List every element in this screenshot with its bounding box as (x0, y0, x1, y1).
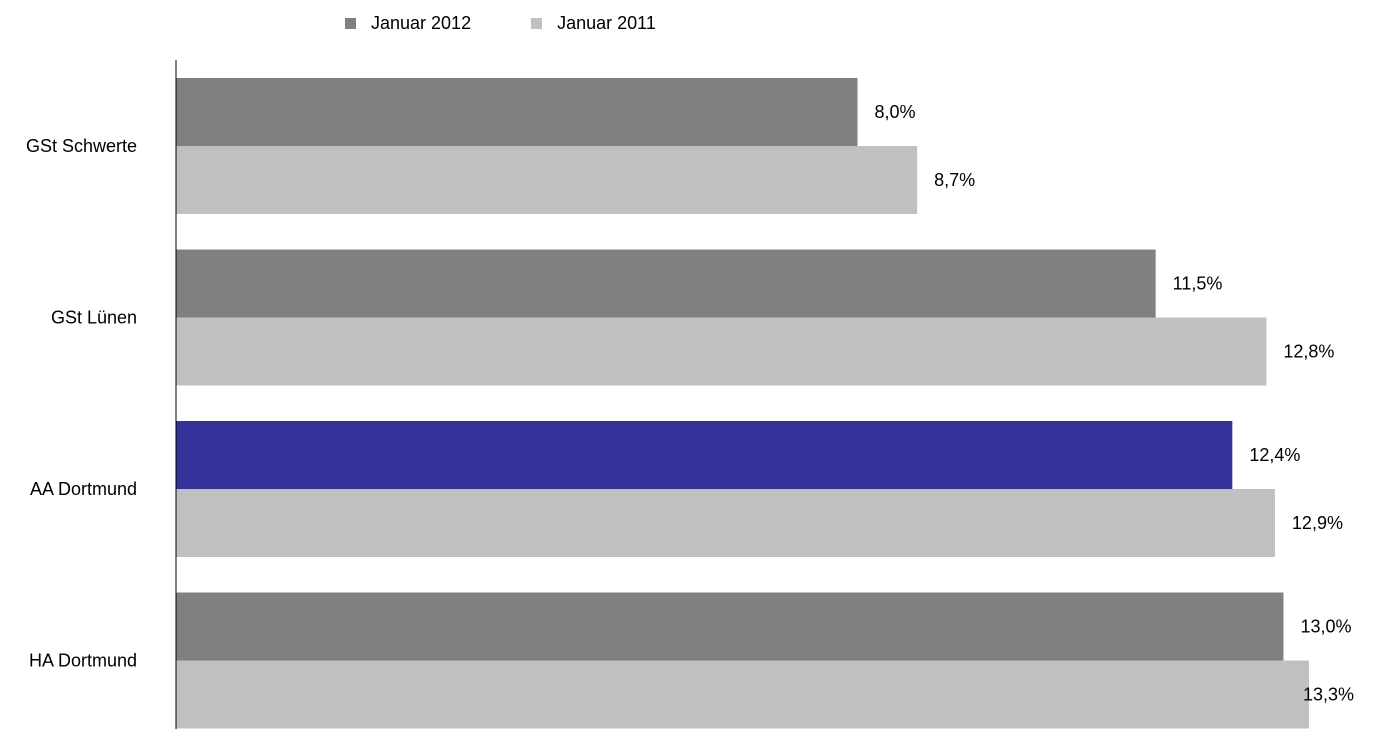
legend: Januar 2012 Januar 2011 (345, 13, 716, 34)
bar-aa-dortmund-januar-2012 (176, 421, 1233, 489)
legend-item-januar-2011: Januar 2011 (531, 13, 656, 34)
legend-swatch-januar-2011 (531, 18, 543, 29)
value-label-aa-dortmund-januar-2012: 12,4% (1249, 445, 1300, 465)
bar-aa-dortmund-januar-2011 (176, 489, 1275, 557)
category-label-gst-schwerte: GSt Schwerte (26, 136, 137, 156)
legend-label-januar-2012: Januar 2012 (371, 13, 472, 33)
value-label-aa-dortmund-januar-2011: 12,9% (1292, 513, 1343, 533)
legend-swatch-januar-2012 (345, 18, 356, 29)
bar-gst-lünen-januar-2012 (176, 249, 1156, 318)
value-label-gst-lünen-januar-2012: 11,5% (1173, 274, 1223, 294)
category-label-aa-dortmund: AA Dortmund (30, 479, 137, 499)
value-label-ha-dortmund-januar-2012: 13,0% (1300, 617, 1351, 637)
value-label-gst-schwerte-januar-2012: 8,0% (875, 102, 916, 122)
value-label-gst-lünen-januar-2011: 12,8% (1283, 342, 1334, 362)
legend-item-januar-2012: Januar 2012 (345, 13, 471, 34)
category-label-gst-lünen: GSt Lünen (51, 308, 137, 328)
bar-gst-lünen-januar-2011 (176, 317, 1267, 386)
value-label-gst-schwerte-januar-2011: 8,7% (934, 170, 975, 190)
legend-label-januar-2011: Januar 2011 (557, 13, 656, 33)
category-label-ha-dortmund: HA Dortmund (29, 651, 137, 671)
bar-gst-schwerte-januar-2012 (176, 78, 858, 146)
bar-ha-dortmund-januar-2011 (176, 660, 1309, 729)
bar-ha-dortmund-januar-2012 (176, 592, 1284, 661)
bar-gst-schwerte-januar-2011 (176, 146, 918, 214)
value-label-ha-dortmund-januar-2011: 13,3% (1303, 685, 1354, 705)
